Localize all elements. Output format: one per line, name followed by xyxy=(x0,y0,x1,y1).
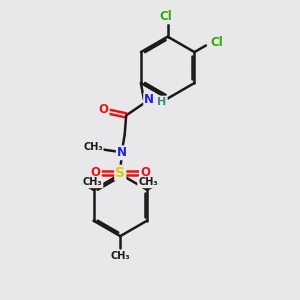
Text: CH₃: CH₃ xyxy=(83,142,103,152)
Text: O: O xyxy=(140,166,150,179)
Text: CH₃: CH₃ xyxy=(138,177,158,188)
Text: CH₃: CH₃ xyxy=(110,251,130,261)
Text: Cl: Cl xyxy=(160,11,172,23)
Text: N: N xyxy=(144,93,154,106)
Text: CH₃: CH₃ xyxy=(83,177,103,188)
Text: S: S xyxy=(115,166,125,180)
Text: O: O xyxy=(91,166,100,179)
Text: Cl: Cl xyxy=(211,36,224,49)
Text: H: H xyxy=(158,97,167,106)
Text: O: O xyxy=(98,103,109,116)
Text: N: N xyxy=(117,146,127,159)
